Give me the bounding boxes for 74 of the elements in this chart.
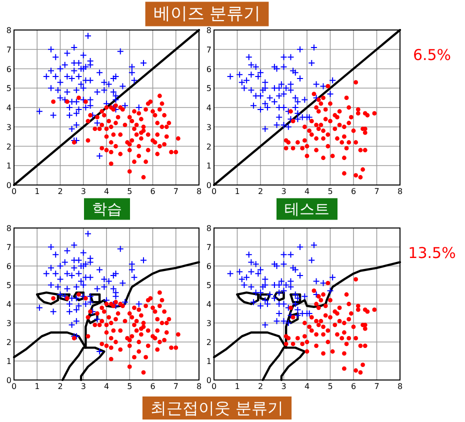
text: 6.5% (412, 46, 452, 64)
y-tick-label: 7 (206, 45, 212, 54)
x-tick-label: 8 (397, 382, 403, 391)
x-tick-label: 4 (304, 187, 310, 196)
y-tick-label: 7 (206, 243, 212, 252)
y-tick-label: 8 (6, 224, 12, 233)
x-tick-label: 5 (127, 187, 132, 196)
text: 베이즈 분류기 (153, 4, 261, 24)
y-tick-label: 6 (206, 64, 212, 74)
x-tick-label: 3 (80, 382, 86, 391)
y-tick-label: 0 (6, 376, 12, 385)
y-tick-label: 8 (206, 26, 212, 35)
y-tick-label: 1 (6, 162, 12, 171)
x-tick-label: 1 (34, 382, 40, 391)
x-tick-label: 7 (374, 382, 380, 391)
y-tick-label: 7 (6, 243, 12, 252)
y-tick-label: 6 (6, 64, 12, 74)
x-tick-label: 6 (150, 382, 156, 391)
y-tick-label: 7 (6, 45, 12, 54)
y-tick-label: 8 (206, 224, 212, 233)
x-tick-label: 7 (173, 382, 178, 391)
y-tick-label: 1 (206, 162, 212, 171)
y-tick-label: 2 (6, 142, 12, 152)
y-tick-label: 6 (6, 262, 12, 271)
y-tick-label: 4 (6, 300, 12, 309)
y-tick-label: 0 (206, 181, 212, 190)
x-tick-label: 6 (350, 382, 356, 391)
x-tick-label: 3 (281, 187, 286, 196)
y-tick-label: 3 (206, 122, 212, 132)
x-tick-label: 8 (397, 187, 403, 196)
y-tick-label: 3 (6, 319, 12, 328)
x-tick-label: 6 (350, 187, 356, 196)
y-tick-label: 3 (206, 319, 212, 328)
y-tick-label: 6 (206, 262, 212, 271)
x-tick-label: 5 (328, 187, 333, 196)
y-tick-label: 0 (206, 376, 212, 385)
y-tick-label: 2 (6, 338, 12, 347)
text: 13.5% (408, 244, 456, 262)
x-tick-label: 1 (234, 382, 240, 391)
x-tick-label: 5 (328, 382, 333, 391)
y-tick-label: 0 (6, 181, 12, 190)
x-tick-label: 7 (173, 187, 178, 196)
text: 테스트 (284, 200, 330, 218)
x-tick-label: 7 (374, 187, 380, 196)
y-tick-label: 5 (206, 281, 212, 290)
x-tick-label: 4 (104, 382, 110, 391)
y-tick-label: 2 (206, 338, 212, 347)
y-tick-label: 8 (6, 26, 12, 35)
x-tick-label: 5 (127, 382, 132, 391)
x-tick-label: 3 (80, 187, 86, 196)
x-tick-label: 8 (196, 382, 202, 391)
x-tick-label: 2 (58, 187, 63, 196)
y-tick-label: 4 (206, 104, 212, 112)
text: 최근접이웃 분류기 (150, 398, 284, 418)
x-tick-label: 1 (34, 187, 40, 196)
y-tick-label: 1 (206, 357, 212, 366)
x-tick-label: 3 (281, 382, 286, 391)
y-tick-label: 2 (206, 142, 212, 152)
y-tick-label: 4 (206, 300, 212, 309)
y-tick-label: 4 (6, 104, 12, 112)
x-tick-label: 2 (258, 382, 264, 391)
y-tick-label: 5 (206, 84, 212, 94)
x-tick-label: 2 (258, 187, 264, 196)
x-tick-label: 6 (150, 187, 156, 196)
x-tick-label: 4 (304, 382, 310, 391)
y-tick-label: 5 (6, 281, 12, 290)
x-tick-label: 4 (104, 187, 110, 196)
x-tick-label: 1 (234, 187, 240, 196)
text: 학습 (92, 200, 122, 218)
y-tick-label: 5 (6, 84, 12, 94)
y-tick-label: 1 (6, 357, 12, 366)
y-tick-label: 3 (6, 122, 12, 132)
x-tick-label: 2 (58, 382, 63, 391)
x-tick-label: 8 (196, 187, 202, 196)
